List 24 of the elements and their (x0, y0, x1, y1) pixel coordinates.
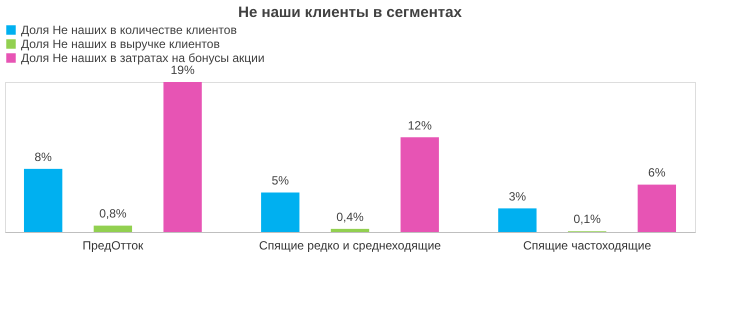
data-label: 5% (272, 174, 290, 188)
data-label: 19% (170, 63, 195, 77)
data-label: 0,8% (99, 206, 127, 221)
bar (94, 226, 132, 232)
bar (163, 82, 202, 232)
data-label: 0,4% (336, 210, 364, 224)
bar (638, 184, 676, 232)
legend-label: Доля Не наших в количестве клиентов (21, 23, 237, 37)
data-label: 3% (508, 189, 526, 204)
bar (400, 137, 439, 232)
bar (261, 192, 300, 232)
bar (330, 228, 370, 232)
legend-label: Доля Не наших в выручке клиентов (21, 37, 220, 51)
x-tick-label: Спящие частоходящие (523, 238, 652, 252)
data-label: 6% (648, 166, 666, 180)
x-tick-label: Спящие редко и среднеходящие (259, 238, 442, 252)
bar (498, 208, 537, 232)
chart-title: Не наши клиенты в сегментах (238, 4, 462, 21)
bar (24, 168, 62, 232)
data-label: 12% (408, 118, 432, 132)
data-label: 8% (34, 150, 52, 164)
x-tick-label: ПредОтток (82, 238, 144, 252)
data-label: 0,1% (573, 212, 602, 226)
legend-label: Доля Не наших в затратах на бонусы акции (21, 51, 265, 65)
